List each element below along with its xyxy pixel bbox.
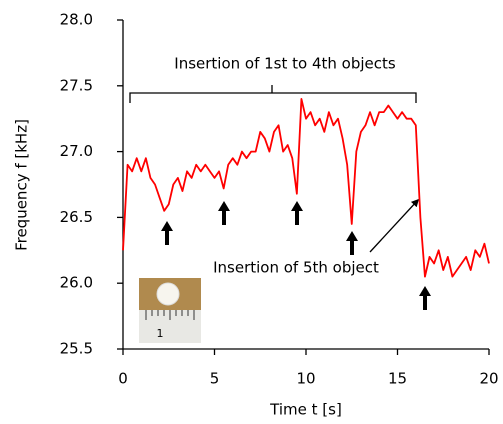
arrow xyxy=(346,231,358,255)
ball xyxy=(157,283,179,305)
y-tick-label: 28.0 xyxy=(60,11,93,29)
arrow xyxy=(419,286,431,310)
chart: Frequency f [kHz] Time t [s] Insertion o… xyxy=(0,0,503,424)
y-tick-label: 27.5 xyxy=(60,76,93,94)
arrow xyxy=(218,201,230,225)
x-tick-label: 5 xyxy=(210,370,220,388)
arrow xyxy=(291,201,303,225)
x-axis-label: Time t [s] xyxy=(269,401,342,419)
inset-photo: 1 xyxy=(139,278,201,343)
data-line xyxy=(123,99,489,277)
annotation: Insertion of 5th object xyxy=(213,259,379,277)
y-axis-label: Frequency f [kHz] xyxy=(13,119,31,251)
x-tick-label: 15 xyxy=(388,370,407,388)
ruler-label: 1 xyxy=(157,327,164,340)
page: Frequency f [kHz] Time t [s] Insertion o… xyxy=(0,0,503,424)
y-tick-label: 27.0 xyxy=(60,142,93,160)
x-tick-label: 20 xyxy=(479,370,498,388)
pointer-arrow xyxy=(370,200,418,252)
y-tick-label: 25.5 xyxy=(60,340,93,358)
brace xyxy=(130,85,416,103)
x-tick-label: 10 xyxy=(296,370,315,388)
arrow xyxy=(161,221,173,245)
y-tick-label: 26.0 xyxy=(60,274,93,292)
annotation: Insertion of 1st to 4th objects xyxy=(174,55,396,73)
insertion-arrows xyxy=(161,201,431,310)
x-tick-label: 0 xyxy=(118,370,128,388)
y-tick-label: 26.5 xyxy=(60,208,93,226)
